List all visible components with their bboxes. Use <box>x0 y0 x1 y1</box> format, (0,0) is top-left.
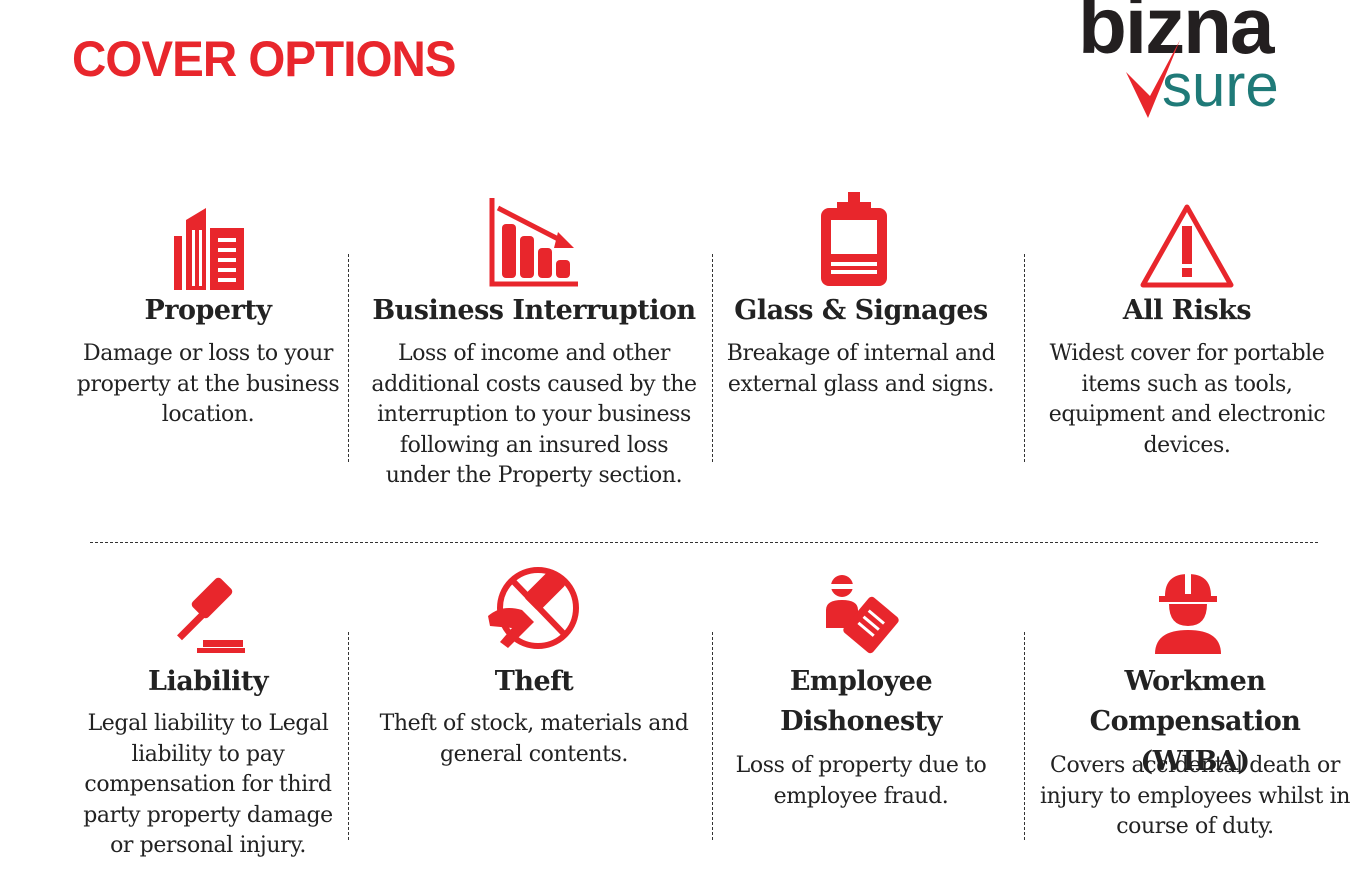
no-theft-icon <box>488 567 579 649</box>
page-title: COVER OPTIONS <box>72 31 456 87</box>
bizna-sure-logo: bizna sure <box>1078 0 1323 128</box>
cover-description: Damage or loss to your property at the b… <box>76 341 340 427</box>
cover-description: Widest cover for portable items such as … <box>1048 341 1326 458</box>
cover-title: Business Interruption <box>372 295 696 326</box>
gavel-icon <box>177 577 245 653</box>
building-icon <box>174 208 244 290</box>
logo-wordmark-top: bizna <box>1078 0 1274 70</box>
column-divider <box>1024 632 1025 840</box>
cover-title: Property <box>144 295 272 326</box>
cover-title: Glass & Signages <box>734 295 988 326</box>
cover-description: Theft of stock, materials and general co… <box>379 711 689 767</box>
sign-board-icon <box>821 192 887 286</box>
cover-all-risks: All Risks Widest cover for portable item… <box>1040 190 1334 530</box>
cover-glass-signages: Glass & Signages Breakage of internal an… <box>726 190 996 530</box>
column-divider <box>712 632 713 840</box>
row-divider <box>90 542 1318 543</box>
cover-title: Theft <box>494 666 574 697</box>
logo-wordmark-bottom: sure <box>1162 52 1279 119</box>
cover-description: Loss of income and other additional cost… <box>371 341 697 488</box>
column-divider <box>712 254 713 462</box>
cover-workmen-compensation: Workmen Compensation (WIBA) Covers accid… <box>1032 562 1358 892</box>
column-divider <box>348 632 349 840</box>
cover-title: All Risks <box>1122 295 1252 326</box>
column-divider <box>348 254 349 462</box>
cover-title: Employee Dishonesty <box>780 666 942 737</box>
cover-business-interruption: Business Interruption Loss of income and… <box>370 190 698 530</box>
checkmark-icon <box>1126 40 1180 118</box>
column-divider <box>1024 254 1025 462</box>
cover-liability: Liability Legal liability to Legal liabi… <box>72 562 344 892</box>
cover-property: Property Damage or loss to your property… <box>72 190 344 530</box>
cover-description: Breakage of internal and external glass … <box>726 341 996 397</box>
cover-employee-dishonesty: Employee Dishonesty Loss of property due… <box>726 562 996 892</box>
cover-description: Loss of property due to employee fraud. <box>735 753 987 809</box>
hard-hat-worker-icon <box>1155 572 1221 654</box>
cover-description: Legal liability to Legal liability to pa… <box>83 711 333 858</box>
cover-description: Covers accidental death or injury to emp… <box>1039 753 1350 839</box>
warning-triangle-icon <box>1140 204 1234 288</box>
cover-theft: Theft Theft of stock, materials and gene… <box>370 562 698 892</box>
cover-title: Workmen Compensation (WIBA) <box>1089 666 1301 777</box>
thief-card-icon <box>826 575 899 654</box>
cover-title: Liability <box>147 666 269 697</box>
declining-chart-icon <box>489 198 578 287</box>
